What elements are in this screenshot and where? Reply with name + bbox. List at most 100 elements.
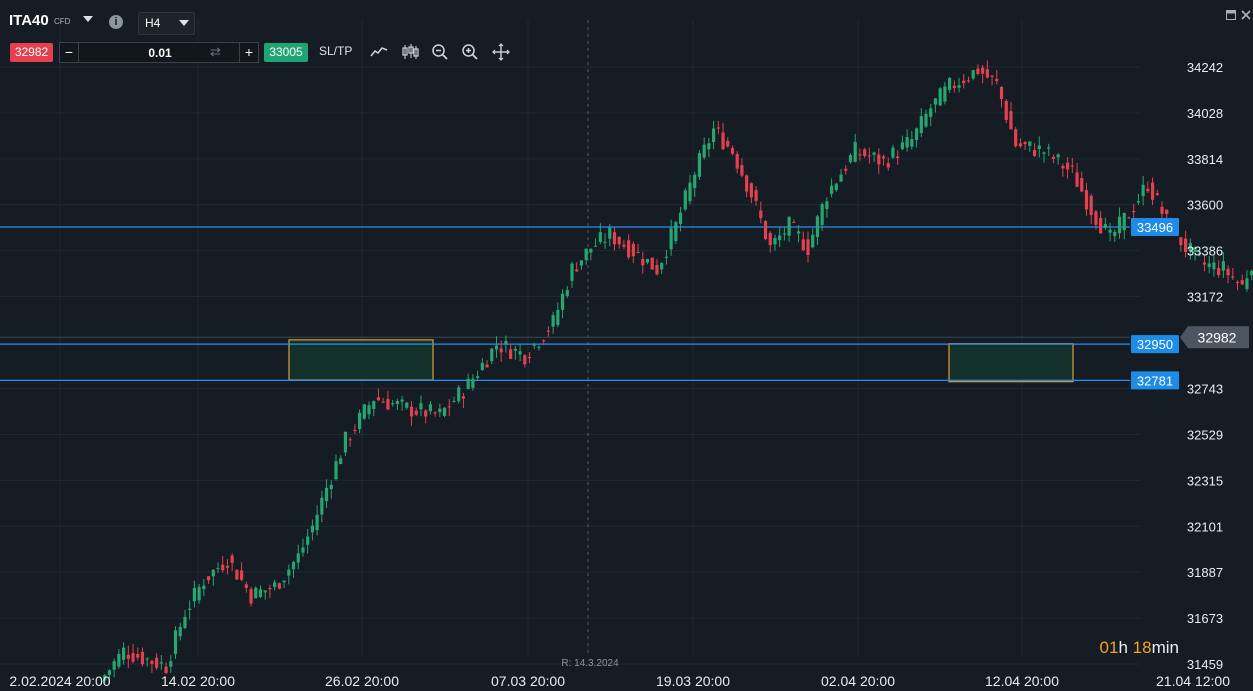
candle-body [1202,262,1207,265]
quantity-minus-button[interactable]: − [60,43,79,62]
candle-body [806,239,810,255]
candle-body [1127,217,1131,219]
candle-body [1108,229,1112,233]
candle-body [1155,193,1159,196]
candle-body [339,458,343,465]
sltp-button[interactable]: SL/TP [319,44,353,58]
candle-body [372,401,376,409]
candle-body [1226,268,1230,276]
candle-body [1009,111,1013,130]
candle-body [664,256,668,258]
candle-body [296,553,300,563]
candle-body [1235,281,1240,283]
candle-body [471,378,475,388]
candle-body [1089,195,1093,216]
candlestick-icon[interactable] [401,43,419,61]
symbol-type: CFD [54,17,71,26]
candle-body [291,561,296,570]
quantity-stepper[interactable]: − 0.01 ⇄ + [59,42,259,63]
candle-body [730,147,735,154]
candle-body [419,403,423,410]
candle-body [948,78,952,90]
candle-body [173,630,178,655]
crosshair-move-icon[interactable] [492,43,510,61]
candle-body [594,245,598,247]
close-icon[interactable] [1241,10,1251,20]
candle-body [830,185,834,194]
candle-body [929,108,933,118]
candle-body [206,576,211,581]
candle-body [1032,149,1037,156]
candle-body [103,675,107,681]
candle-body [1047,147,1051,149]
candle-body [494,345,499,350]
candle-body [1179,237,1183,246]
candle-body [910,139,914,147]
candle-body [575,269,579,272]
level-label-text: 32950 [1137,337,1173,352]
candle-body [509,349,513,359]
top-toolbar: ITA40 CFD i H4 32982 − 0.01 ⇄ + 33005 SL… [0,0,1253,70]
time-tick-label: 07.03 20:00 [491,673,565,689]
candle-body [126,654,130,659]
candle-body [697,153,702,177]
candle-body [414,410,418,415]
candle-body [825,201,829,210]
quantity-value[interactable]: 0.01 [148,46,172,60]
minimize-icon[interactable] [1226,10,1236,20]
candle-body [107,670,112,675]
candle-body [150,660,154,664]
candle-body [1198,252,1202,255]
candle-body [754,190,758,201]
candle-body [306,536,310,545]
countdown-h-label: h [1118,638,1128,657]
symbol-name[interactable]: ITA40 [9,12,49,29]
candle-body [277,583,281,589]
candle-body [282,580,286,583]
candle-body [329,484,333,490]
candle-body [721,132,725,150]
candle-body [660,263,664,270]
candle-body [1061,165,1065,169]
candle-body [490,348,494,362]
price-tick-label: 33814 [1187,152,1223,167]
info-icon[interactable]: i [109,15,123,29]
candle-body [787,216,791,236]
candle-body [820,204,824,226]
line-chart-icon[interactable] [370,43,388,61]
zoom-in-icon[interactable] [461,43,479,61]
candle-body [551,315,555,327]
candle-body [183,616,187,628]
candle-countdown: 01h 18min [1100,638,1179,658]
swap-icon[interactable]: ⇄ [210,44,221,59]
candle-body [376,397,381,401]
candle-body [457,387,461,402]
candle-body [159,662,163,664]
candles-layer [103,60,1253,684]
candle-body [655,264,659,275]
candle-body [773,238,777,245]
candle-body [461,396,466,399]
price-tick-label: 32743 [1187,382,1223,397]
candle-body [324,487,329,502]
price-tick-label: 34028 [1187,106,1223,121]
candle-body [527,356,532,359]
candle-body [428,404,432,412]
candle-body [1094,211,1098,225]
zoom-out-icon[interactable] [431,43,449,61]
symbol-dropdown-icon[interactable] [83,16,93,22]
timeframe-select[interactable]: H4 [138,12,195,35]
candle-body [263,590,267,593]
quantity-plus-button[interactable]: + [239,43,258,62]
candle-body [560,293,565,310]
buy-price-button[interactable]: 33005 [264,43,308,62]
candle-body [1117,216,1122,234]
sell-price-button[interactable]: 32982 [10,43,53,62]
candle-body [320,497,324,515]
candle-body [310,525,314,533]
zones-layer [288,339,1074,383]
candle-body [570,263,574,281]
candle-body [343,431,348,453]
time-tick-label: 14.02 20:00 [161,673,235,689]
